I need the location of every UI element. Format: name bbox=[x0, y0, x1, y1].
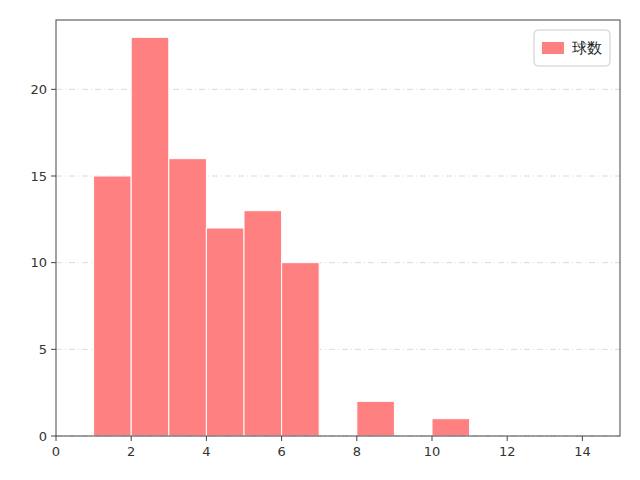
x-tick-label: 14 bbox=[574, 444, 591, 459]
y-tick bbox=[51, 89, 56, 90]
x-tick bbox=[56, 436, 57, 441]
chart-svg: 0 2 4 6 8 10 12 14 0 5 10 15 20 球数 bbox=[0, 0, 640, 480]
y-tick-label: 0 bbox=[39, 429, 47, 444]
x-tick-label: 2 bbox=[127, 444, 135, 459]
x-tick-label: 4 bbox=[202, 444, 210, 459]
axes: 0 2 4 6 8 10 12 14 0 5 10 15 20 bbox=[30, 82, 590, 459]
y-tick bbox=[51, 262, 56, 263]
x-tick bbox=[507, 436, 508, 441]
x-tick-label: 12 bbox=[499, 444, 516, 459]
chart-container: 0 2 4 6 8 10 12 14 0 5 10 15 20 球数 bbox=[0, 0, 640, 480]
y-tick-label: 10 bbox=[30, 255, 47, 270]
bar bbox=[244, 211, 282, 436]
y-tick-label: 15 bbox=[30, 169, 47, 184]
bar bbox=[206, 228, 244, 436]
legend-label: 球数 bbox=[572, 39, 602, 57]
y-tick bbox=[51, 349, 56, 350]
bar bbox=[169, 159, 207, 436]
bar bbox=[94, 176, 132, 436]
bar bbox=[357, 401, 395, 436]
y-tick-label: 20 bbox=[30, 82, 47, 97]
x-tick bbox=[432, 436, 433, 441]
bars bbox=[94, 37, 470, 436]
legend-frame bbox=[534, 30, 610, 66]
x-tick bbox=[281, 436, 282, 441]
bar bbox=[282, 263, 320, 436]
y-tick bbox=[51, 176, 56, 177]
x-tick bbox=[131, 436, 132, 441]
x-tick-label: 8 bbox=[353, 444, 361, 459]
plot-frame bbox=[56, 20, 620, 436]
y-tick bbox=[51, 436, 56, 437]
x-tick bbox=[356, 436, 357, 441]
bar bbox=[432, 419, 470, 436]
x-tick-label: 10 bbox=[424, 444, 441, 459]
bar bbox=[131, 37, 169, 436]
legend-swatch bbox=[542, 42, 564, 54]
x-tick bbox=[206, 436, 207, 441]
x-tick-label: 6 bbox=[277, 444, 285, 459]
x-tick-label: 0 bbox=[52, 444, 60, 459]
x-tick bbox=[582, 436, 583, 441]
legend: 球数 bbox=[534, 30, 610, 66]
y-tick-label: 5 bbox=[39, 342, 47, 357]
